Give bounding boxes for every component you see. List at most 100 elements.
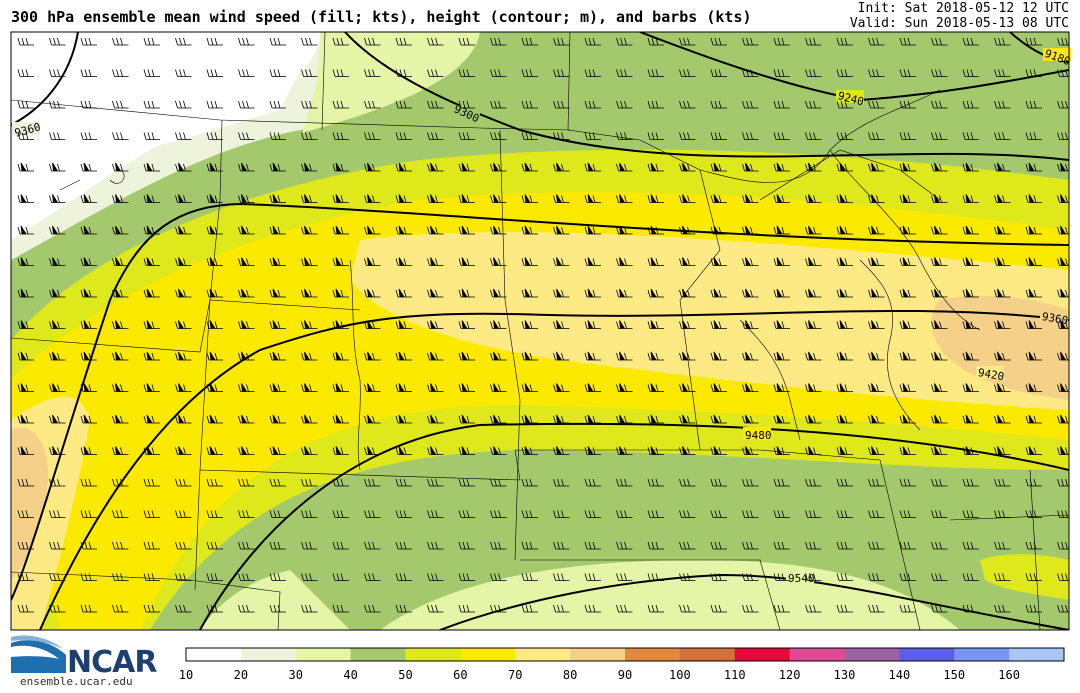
wind-barb (805, 414, 822, 424)
wind-barb (1025, 257, 1042, 266)
wind-barb (899, 132, 916, 140)
wind-barb (868, 446, 885, 455)
wind-barb (584, 132, 601, 140)
wind-barb (1057, 132, 1069, 140)
wind-barb (490, 446, 507, 455)
wind-barb (269, 132, 286, 140)
wind-barb (962, 225, 979, 235)
wind-barb (805, 100, 822, 109)
wind-barb (584, 383, 601, 392)
wind-barb (458, 100, 475, 109)
wind-barb (17, 320, 34, 329)
wind-barb (206, 573, 223, 581)
wind-barb (364, 320, 381, 329)
wind-barb (647, 414, 664, 424)
wind-barb (395, 541, 412, 550)
wind-barb (49, 351, 66, 361)
wind-barb (679, 478, 696, 487)
wind-barb (143, 69, 160, 77)
wind-barb (269, 162, 286, 172)
wind-barb (80, 257, 97, 266)
wind-barb (710, 162, 727, 172)
wind-barb (994, 604, 1011, 613)
wind-barb (899, 478, 916, 487)
wind-barb (1057, 414, 1069, 424)
wind-barb (206, 37, 223, 46)
wind-barb (836, 37, 853, 46)
wind-barb (269, 37, 286, 46)
wind-barb (395, 573, 412, 581)
wind-barb (805, 573, 822, 581)
wind-barb (773, 225, 790, 235)
wind-barb (1057, 37, 1069, 46)
wind-barb (427, 194, 444, 203)
wind-barb (521, 162, 538, 172)
wind-barb (868, 69, 885, 77)
wind-barb (521, 288, 538, 298)
wind-barb (49, 446, 66, 455)
wind-barb (143, 351, 160, 361)
wind-barb (742, 573, 759, 581)
wind-barb (395, 225, 412, 235)
wind-barb (899, 162, 916, 172)
wind-barb (679, 257, 696, 266)
wind-barb (427, 604, 444, 613)
wind-barb (206, 194, 223, 203)
wind-barb (931, 510, 948, 518)
wind-barb (836, 257, 853, 266)
wind-barb (679, 604, 696, 613)
wind-barb (962, 414, 979, 424)
wind-barb (458, 573, 475, 581)
wind-barb (836, 100, 853, 109)
wind-barb (994, 69, 1011, 77)
wind-barb (836, 288, 853, 298)
height-contours (11, 32, 1069, 630)
wind-barb (1057, 320, 1069, 329)
wind-barb (1025, 162, 1042, 172)
wind-barb (17, 37, 34, 46)
wind-barb (206, 288, 223, 298)
wind-barb (112, 288, 129, 298)
wind-barb (647, 194, 664, 203)
wind-barb (112, 225, 129, 235)
wind-barb (458, 351, 475, 361)
wind-barb (931, 162, 948, 172)
wind-barb (364, 257, 381, 266)
wind-barb (112, 69, 129, 77)
wind-barb (301, 100, 318, 109)
wind-barb (206, 69, 223, 77)
wind-barb (868, 225, 885, 235)
wind-barb (301, 162, 318, 172)
wind-barb (616, 446, 633, 455)
wind-barb (805, 37, 822, 46)
wind-barb (395, 257, 412, 266)
wind-barb (332, 510, 349, 518)
wind-barb (238, 510, 255, 518)
wind-barb (458, 288, 475, 298)
wind-barb (175, 414, 192, 424)
colorbar-swatch (295, 648, 352, 661)
wind-barb (805, 162, 822, 172)
wind-barb (994, 351, 1011, 361)
wind-barb (143, 194, 160, 203)
wind-barb (17, 573, 34, 581)
wind-barb (868, 288, 885, 298)
wind-barb (647, 69, 664, 77)
wind-barb (836, 225, 853, 235)
wind-barb (773, 478, 790, 487)
wind-barb (143, 383, 160, 392)
wind-barb (962, 132, 979, 140)
political-borders (11, 32, 1069, 630)
wind-barb (175, 573, 192, 581)
wind-barb (710, 478, 727, 487)
wind-barb (301, 573, 318, 581)
wind-barb (1025, 604, 1042, 613)
wind-barb (269, 541, 286, 550)
wind-barb (1057, 541, 1069, 550)
wind-barb (521, 541, 538, 550)
wind-barb (143, 257, 160, 266)
wind-barb (710, 132, 727, 140)
wind-barb (931, 541, 948, 550)
wind-barb (332, 383, 349, 392)
wind-barb (1057, 69, 1069, 77)
